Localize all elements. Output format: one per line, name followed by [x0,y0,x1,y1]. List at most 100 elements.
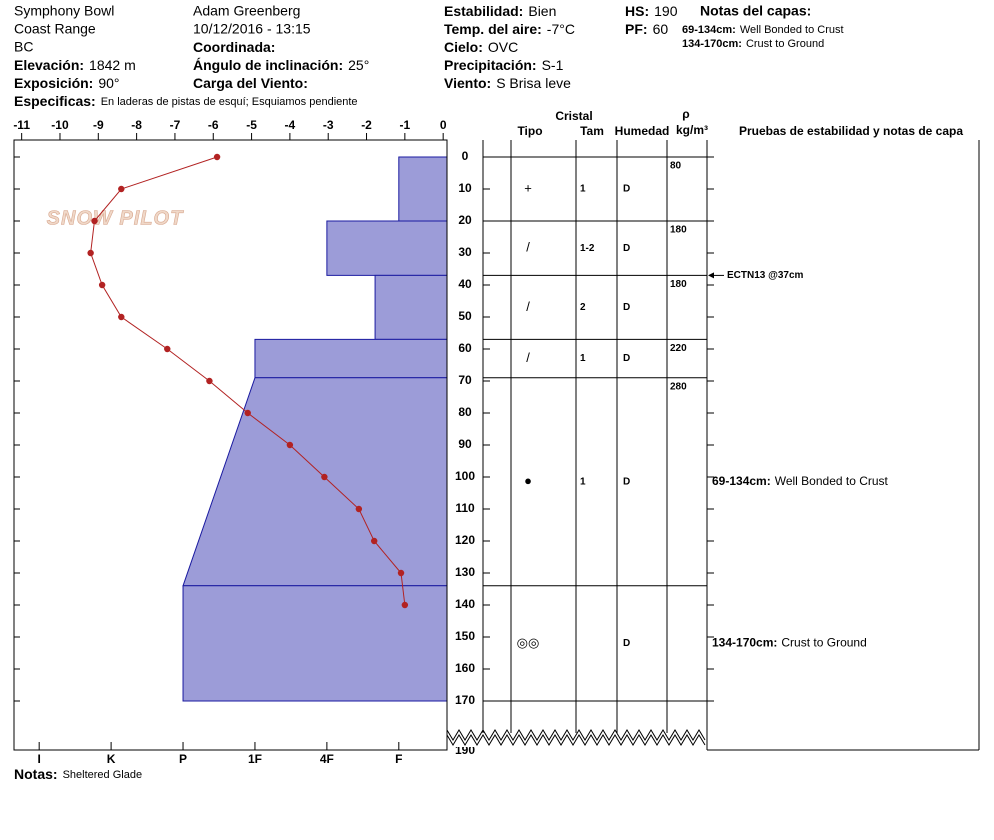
header-text: BC [14,39,33,55]
field-value: 190 [654,3,678,19]
note-range: 134-170cm: [682,38,742,50]
note-text: Crust to Ground [746,38,824,50]
header-field: Elevación: 1842 m [14,57,136,73]
grain-size: 1 [580,184,586,195]
field-label: HS: [625,3,649,19]
temperature-point [244,409,251,417]
temperature-point [321,473,328,481]
layer-notes-title: Notas del capas: [700,3,811,19]
logo: SNOW PILOT [47,207,184,229]
temperature-point [98,281,106,289]
note-text: Crust to Ground [781,636,866,650]
depth-tick-label: 130 [455,565,475,579]
temp-tick-label: -6 [208,118,219,132]
note-text: Well Bonded to Crust [740,24,844,36]
depth-tick-label: 80 [458,405,472,419]
test-label: ECTN13 @37cm [727,270,804,281]
field-value: Sheltered Glade [63,769,143,781]
header-field: PF: 60 [625,21,668,37]
field-label: Elevación: [14,57,84,73]
field-label: Temp. del aire: [444,21,542,37]
header-field: Temp. del aire: -7°C [444,21,575,37]
density: 80 [670,161,682,172]
field-value: Bien [528,3,556,19]
layer-note: 134-170cm: Crust to Ground [712,636,867,650]
temperature-point [91,217,98,225]
temp-tick-label: -9 [93,118,104,132]
header-text: 10/12/2016 - 13:15 [193,21,311,37]
moisture: D [623,243,630,254]
hardness-layer [182,377,448,587]
header-field: HS: 190 [625,3,678,19]
field-value: S Brisa leve [496,75,571,91]
field-label: Viento: [444,75,491,91]
depth-tick-label: 170 [455,693,475,707]
field-label: Ángulo de inclinación: [193,57,343,73]
field-value: 90° [98,75,119,91]
temperature-point [118,313,125,321]
temp-tick-label: -3 [323,118,334,132]
header-field: Viento: S Brisa leve [444,75,571,91]
depth-tick-label: 70 [458,373,472,387]
temperature-point [355,505,363,513]
moisture: D [623,476,630,487]
temperature-point [286,441,294,449]
field-label: Exposición: [14,75,93,91]
hardness-layer [326,220,448,276]
temperature-point [87,249,94,257]
temperature-point [213,153,221,161]
header-text: Symphony Bowl [14,3,114,19]
grain-size: 1-2 [580,243,595,254]
density: 280 [670,381,687,392]
hardness-layer [398,156,448,222]
field-label: PF: [625,21,648,37]
layer-note: 69-134cm: Well Bonded to Crust [712,474,889,488]
depth-tick-label: 160 [455,661,475,675]
note-text: Well Bonded to Crust [775,474,889,488]
header-field: Estabilidad: Bien [444,3,556,19]
header-tests: Pruebas de estabilidad y notas de capa [739,124,963,138]
depth-tick-label: 20 [458,213,472,227]
layer-note: 134-170cm: Crust to Ground [682,38,824,50]
temp-tick-label: -1 [400,118,411,132]
field-value: 1842 m [89,57,136,73]
header-field: Cielo: OVC [444,39,518,55]
depth-tick-label: 10 [458,181,472,195]
temp-tick-label: -4 [285,118,296,132]
moisture: D [623,353,630,364]
temp-tick-label: -11 [13,118,30,132]
header-text: Coast Range [14,21,96,37]
hardness-layer [374,274,448,340]
specifics: Especificas: En laderas de pistas de esqu… [14,93,358,109]
header-field: Coordinada: [193,39,275,55]
hardness-tick-label: P [179,752,187,766]
header-field: Precipitación: S-1 [444,57,564,73]
depth-tick-label: 110 [455,501,475,515]
depth-tick-label: 40 [458,277,472,291]
temperature-point [397,569,405,577]
break-line [446,729,706,741]
moisture: D [623,302,630,313]
grain-type: / [526,240,530,255]
field-value: En laderas de pistas de esquí; Esquiamos… [101,96,358,108]
field-label: Carga del Viento: [193,75,308,91]
header-tam: Tam [580,124,604,138]
depth-tick-label: 150 [455,629,475,643]
notes: Notas: Sheltered Glade [14,766,142,782]
field-label: Especificas: [14,93,96,109]
field-label: Coordinada: [193,39,275,55]
temp-tick-label: 0 [440,118,447,132]
depth-tick-label: 90 [458,437,472,451]
field-value: S-1 [542,57,564,73]
temp-tick-label: -2 [361,118,372,132]
break-gap [448,733,706,747]
header-humedad: Humedad [615,124,670,138]
grain-type: / [526,350,530,365]
density: 220 [670,343,687,354]
field-value: 25° [348,57,369,73]
grain-type: ● [524,473,532,488]
hardness-tick-label: F [395,752,402,766]
header-field: Carga del Viento: [193,75,308,91]
note-range: 69-134cm: [682,24,736,36]
